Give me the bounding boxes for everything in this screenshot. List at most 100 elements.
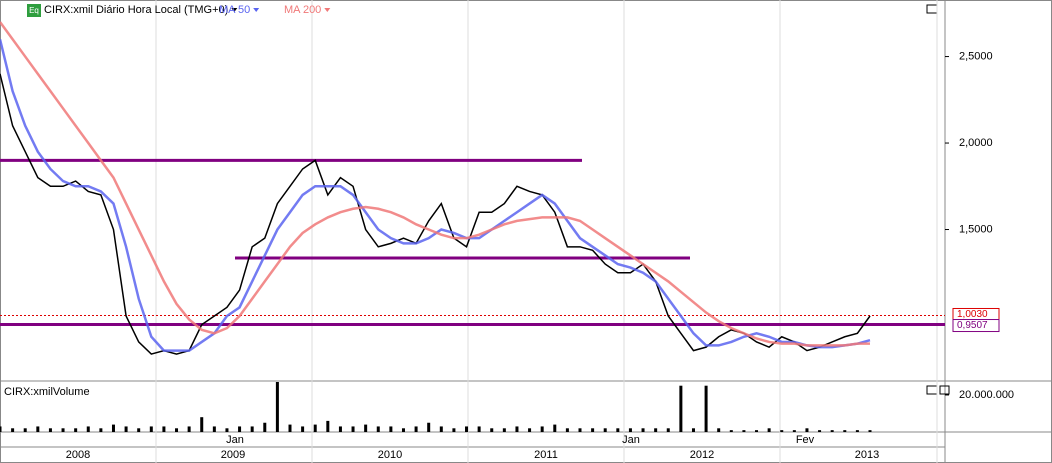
volume-bar	[23, 428, 27, 432]
volume-bar	[679, 385, 683, 432]
volume-bar	[288, 424, 292, 432]
volume-bar	[212, 426, 216, 432]
volume-bar	[11, 428, 15, 432]
year-label: 2010	[378, 449, 402, 461]
volume-bar	[162, 426, 166, 432]
volume-bar	[401, 428, 405, 432]
volume-bar	[591, 428, 595, 432]
volume-bar	[767, 428, 771, 432]
volume-bar	[36, 426, 40, 432]
legend-dropdown[interactable]	[231, 8, 238, 12]
volume-bar	[780, 430, 784, 432]
volume-bar	[729, 430, 733, 432]
volume-bar	[414, 426, 418, 432]
volume-bar	[666, 428, 670, 432]
year-label: 2008	[66, 449, 90, 461]
volume-bar	[490, 428, 494, 432]
month-label: Jan	[226, 434, 244, 446]
volume-bar	[578, 428, 582, 432]
icon	[27, 4, 41, 17]
volume-bar	[364, 424, 368, 432]
volume-bar	[502, 428, 506, 432]
volume-bar	[74, 428, 78, 432]
volume-bar	[275, 382, 279, 432]
volume-bar	[376, 426, 380, 432]
year-label: 2013	[855, 449, 879, 461]
volume-bar	[641, 428, 645, 432]
volume-bar	[187, 426, 191, 432]
volume-bar	[225, 428, 229, 432]
price-label-box	[952, 319, 1000, 333]
price-line	[0, 73, 871, 355]
legend-entry[interactable]: MA 50	[219, 4, 250, 16]
volume-bar	[452, 428, 456, 432]
volume-bar	[855, 430, 859, 432]
volume-bar	[717, 428, 721, 432]
volume-bar	[616, 428, 620, 432]
volume-bar	[654, 428, 658, 432]
icon-label: Eq	[29, 6, 39, 15]
volume-bar	[742, 430, 746, 432]
price-label: 0,9507	[957, 320, 988, 331]
close-button[interactable]	[939, 385, 950, 395]
volume-bar	[830, 430, 834, 432]
volume-bar	[86, 426, 90, 432]
volume-bar	[137, 428, 141, 432]
volume-bar	[389, 426, 393, 432]
moving-average	[0, 21, 870, 347]
volume-bar	[755, 430, 759, 432]
y-tick-label: 1,5000	[959, 223, 993, 235]
volume-bar	[238, 426, 242, 432]
y-tick-label: 20.000.000	[959, 389, 1014, 401]
year-label: 2011	[534, 449, 558, 461]
volume-bar	[351, 426, 355, 432]
y-tick-label: 2,0000	[959, 137, 993, 149]
volume-bar	[843, 430, 847, 432]
price-label: 1,0030	[957, 309, 988, 320]
legend-dropdown[interactable]	[324, 8, 331, 12]
volume-bar	[868, 430, 872, 432]
volume-bar	[48, 428, 52, 432]
volume-bar	[313, 424, 317, 432]
volume-bar	[704, 385, 708, 432]
volume-bar	[124, 426, 128, 432]
volume-title: CIRX:xmilVolume	[4, 386, 90, 398]
legend-entry[interactable]: CIRX:xmil Diário Hora Local (TMG+0)	[44, 4, 228, 16]
volume-bar	[0, 426, 2, 432]
month-label: Jan	[622, 434, 640, 446]
legend-dropdown[interactable]	[253, 8, 260, 12]
volume-bar	[149, 426, 153, 432]
volume-bar	[439, 426, 443, 432]
volume-bar	[628, 428, 632, 432]
month-label: Fev	[796, 434, 815, 446]
volume-bar	[528, 428, 532, 432]
volume-bar	[691, 428, 695, 432]
volume-bar	[111, 424, 115, 432]
volume-bar	[465, 426, 469, 432]
volume-bar	[175, 428, 179, 432]
volume-bar	[805, 428, 809, 432]
volume-bar	[515, 426, 519, 432]
volume-bar	[553, 424, 557, 432]
volume-bar	[338, 426, 342, 432]
year-label: 2009	[221, 449, 245, 461]
moving-average	[0, 38, 871, 352]
volume-bar	[301, 426, 305, 432]
volume-bar	[565, 428, 569, 432]
volume-bar	[427, 422, 431, 432]
y-tick-label: 2,5000	[959, 50, 993, 62]
volume-bar	[603, 428, 607, 432]
legend-entry[interactable]: MA 200	[284, 4, 321, 16]
volume-bar	[61, 428, 65, 432]
year-label: 2012	[690, 449, 714, 461]
volume-bar	[263, 422, 267, 432]
volume-bar	[540, 426, 544, 432]
volume-bar	[99, 428, 103, 432]
volume-bar	[326, 420, 330, 432]
volume-bar	[792, 430, 796, 432]
volume-bar	[818, 430, 822, 432]
volume-bar	[200, 417, 204, 432]
volume-bar	[477, 426, 481, 432]
